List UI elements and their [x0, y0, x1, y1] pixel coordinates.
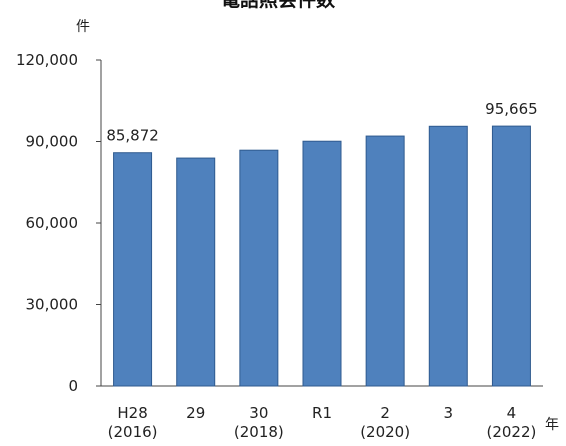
x-tick-label-year: (2016) — [108, 423, 158, 441]
x-tick-label: 3 — [444, 404, 454, 422]
y-axis-unit: 件 — [76, 19, 90, 35]
x-tick-label-year: (2022) — [486, 423, 536, 441]
y-tick-label: 90,000 — [26, 133, 79, 151]
y-tick-label: 30,000 — [26, 296, 79, 314]
x-tick-label: H28 — [117, 404, 147, 422]
data-label: 95,665 — [485, 100, 538, 118]
x-tick-label: 30 — [249, 404, 268, 422]
x-axis-unit: 年 — [545, 417, 559, 433]
bar — [428, 125, 468, 387]
chart-title: 電話照会件数 — [221, 0, 336, 11]
bar — [302, 140, 342, 387]
x-tick-label-year: (2020) — [360, 423, 410, 441]
x-tick-label: R1 — [312, 404, 332, 422]
y-tick-label: 120,000 — [16, 51, 78, 69]
bar — [113, 152, 153, 387]
x-tick-label: 4 — [507, 404, 517, 422]
y-ticks: 0 30,000 60,000 90,000 120,000 — [16, 51, 101, 395]
bar — [365, 135, 405, 387]
bar — [176, 157, 216, 387]
bar — [239, 149, 279, 387]
x-tick-label: 2 — [380, 404, 390, 422]
category-labels: H28(2016) 29 30(2018) R1 2(2020) 3 4(2022) — [108, 404, 537, 441]
y-tick-label: 60,000 — [26, 214, 79, 232]
data-labels: 85,872 95,665 — [106, 100, 537, 145]
y-tick-label: 0 — [68, 377, 78, 395]
x-tick-label-year: (2018) — [234, 423, 284, 441]
data-label: 85,872 — [106, 127, 159, 145]
bars — [113, 125, 531, 387]
x-tick-label: 29 — [186, 404, 205, 422]
bar — [491, 125, 531, 387]
